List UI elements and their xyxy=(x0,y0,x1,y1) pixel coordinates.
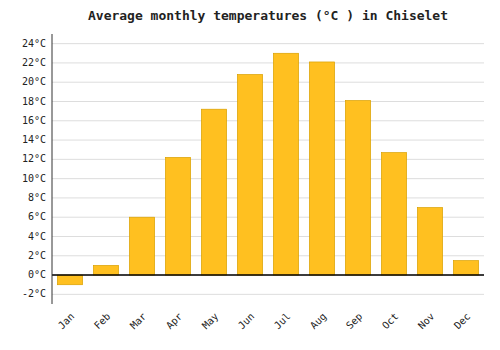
grid-line xyxy=(52,82,484,83)
grid-line xyxy=(52,120,484,121)
x-tick-label: Oct xyxy=(380,311,401,332)
grid-line xyxy=(52,101,484,102)
y-tick-label: 10°C xyxy=(22,173,46,184)
x-tick-label: Feb xyxy=(92,311,113,332)
y-tick-label: 12°C xyxy=(22,153,46,164)
y-axis-line xyxy=(52,34,53,304)
title: Average monthly temperatures (°C ) in Ch… xyxy=(88,8,448,23)
y-ticks: -2°C 0°C 2°C 4°C 6°C 8°C 10°C 12°C 14°C 16°C 18°C 2… xyxy=(22,38,46,300)
y-tick-label: 16°C xyxy=(22,115,46,126)
y-tick-label: 4°C xyxy=(28,231,46,242)
bar xyxy=(57,275,82,285)
page: {"chart_data": {"type": "bar", "title": … xyxy=(0,0,500,350)
x-tick-label: Jul xyxy=(272,311,293,332)
y-tick-label: 24°C xyxy=(22,38,46,49)
grid-line xyxy=(52,197,484,198)
bar xyxy=(453,261,478,275)
x-ticks: Jan Feb Mar Apr May Jun Jul Aug Sep Oct Nov Dec xyxy=(56,311,473,332)
x-tick-label: Nov xyxy=(416,311,437,332)
bar xyxy=(345,101,370,276)
bar xyxy=(201,109,226,275)
x-tick-label: Jun xyxy=(236,311,257,332)
grid-line xyxy=(52,140,484,141)
chart: Average monthly temperatures (°C ) in Ch… xyxy=(0,0,500,350)
grid-line xyxy=(52,275,484,276)
grid-line xyxy=(52,159,484,160)
x-tick-label: Sep xyxy=(344,311,365,332)
bar xyxy=(381,153,406,275)
grid xyxy=(52,44,484,295)
y-tick-label: 20°C xyxy=(22,76,46,87)
y-tick-label: 0°C xyxy=(28,269,46,280)
y-tick-label: 8°C xyxy=(28,192,46,203)
x-tick-label: Aug xyxy=(308,311,329,332)
x-tick-label: Dec xyxy=(452,311,473,332)
bar xyxy=(417,208,442,275)
bar xyxy=(93,265,118,275)
bar xyxy=(273,53,298,275)
bar xyxy=(165,157,190,275)
bars xyxy=(57,53,478,284)
bar xyxy=(309,62,334,275)
grid-line xyxy=(52,178,484,179)
x-tick-label: Mar xyxy=(128,311,149,332)
y-tick-label: 22°C xyxy=(22,57,46,68)
x-tick-label: Apr xyxy=(164,311,185,332)
y-tick-label: 14°C xyxy=(22,134,46,145)
y-tick-label: -2°C xyxy=(22,288,46,299)
bar xyxy=(129,217,154,275)
grid-line xyxy=(52,62,484,63)
y-tick-label: 2°C xyxy=(28,250,46,261)
y-tick-label: 6°C xyxy=(28,211,46,222)
x-tick-label: Jan xyxy=(56,311,77,332)
x-tick-label: May xyxy=(200,311,221,332)
grid-line xyxy=(52,43,484,44)
y-tick-label: 18°C xyxy=(22,96,46,107)
zero-line xyxy=(52,274,484,276)
grid-line xyxy=(52,294,484,295)
bar xyxy=(237,75,262,276)
